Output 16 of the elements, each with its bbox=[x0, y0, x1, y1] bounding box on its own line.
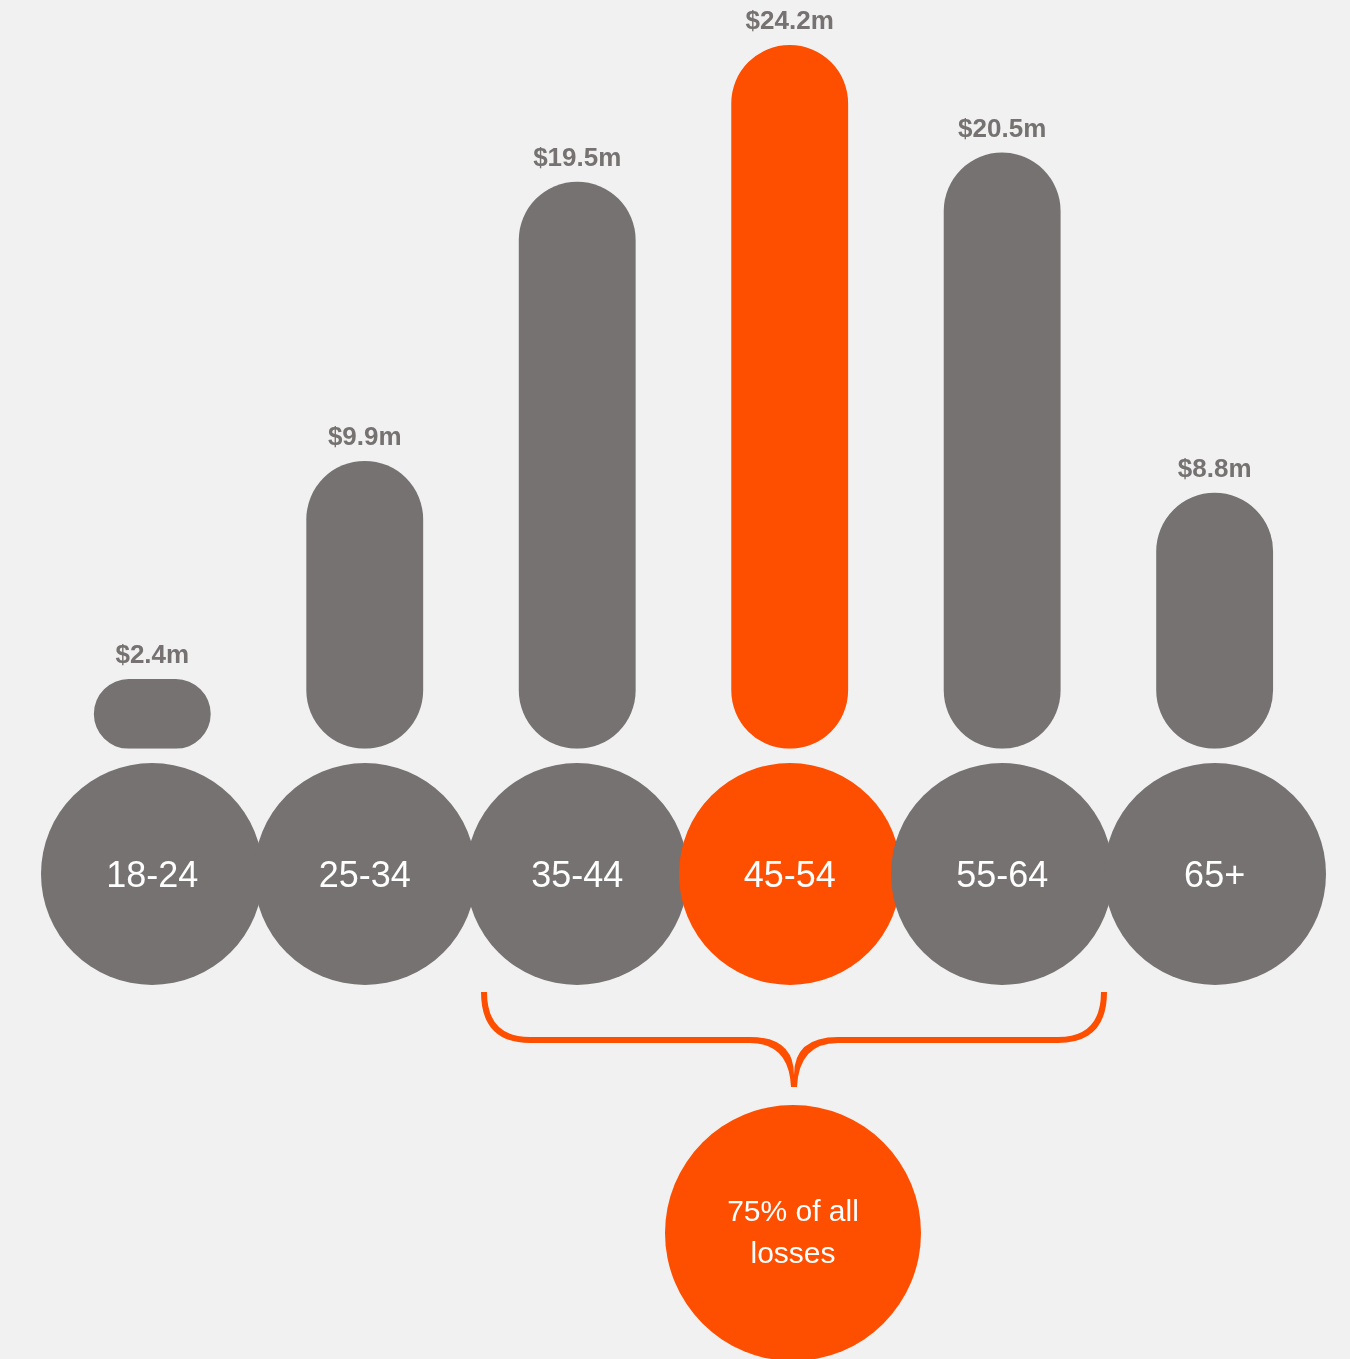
bar bbox=[518, 181, 636, 749]
x-tick-label: 18-24 bbox=[106, 854, 199, 896]
data-label: $24.2m bbox=[745, 5, 834, 36]
bar bbox=[943, 152, 1061, 749]
data-label: $20.5m bbox=[958, 112, 1047, 143]
x-tick-label: 35-44 bbox=[531, 854, 624, 896]
x-tick-label: 45-54 bbox=[743, 854, 836, 896]
x-tick-label: 55-64 bbox=[956, 854, 1049, 896]
x-tick-label: 65+ bbox=[1184, 854, 1246, 896]
bar bbox=[731, 45, 849, 749]
data-label: $2.4m bbox=[115, 639, 190, 670]
text: 75% of all losses bbox=[726, 1193, 860, 1271]
x-tick-label: 25-34 bbox=[318, 854, 411, 896]
data-label: $9.9m bbox=[327, 421, 402, 452]
data-label: $8.8m bbox=[1177, 453, 1252, 484]
data-label: $19.5m bbox=[533, 141, 622, 172]
